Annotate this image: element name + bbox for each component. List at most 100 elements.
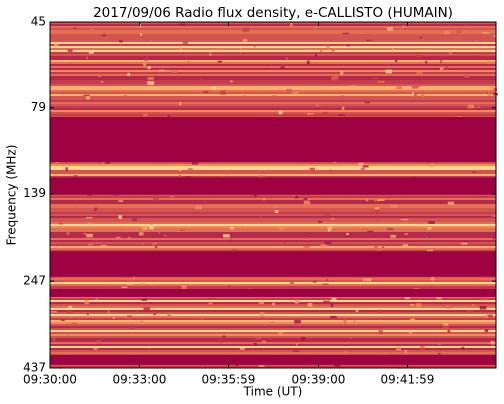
texture-row [50,204,496,206]
texture-speck [263,197,265,201]
texture-row [50,318,496,320]
texture-speck [374,198,379,202]
texture-row [50,320,496,322]
texture-speck [300,336,306,341]
texture-speck [259,312,265,316]
texture-speck [436,295,442,300]
texture-speck [464,74,470,78]
texture-speck [112,316,116,319]
texture-speck [456,29,462,34]
texture-row [50,64,496,66]
texture-row [50,364,496,366]
texture-row [50,330,496,332]
texture-row [50,166,496,168]
texture-row [50,106,496,108]
texture-speck [490,341,495,345]
texture-speck [341,106,345,110]
texture-speck [486,314,489,319]
texture-speck [365,278,372,282]
texture-speck [461,242,468,245]
x-tick-label: 09:30:00 [23,373,77,387]
texture-row [50,226,496,228]
texture-speck [126,315,133,319]
texture-row [50,224,496,226]
texture-row [50,82,496,84]
texture-speck [223,234,230,238]
texture-speck [139,24,141,28]
texture-row [50,276,496,278]
texture-speck [341,95,344,97]
texture-speck [54,43,59,48]
texture-speck [151,41,153,43]
texture-row [50,286,496,288]
texture-speck [294,301,298,303]
texture-row [50,34,496,36]
texture-speck [127,72,130,77]
texture-row [50,58,496,60]
texture-speck [378,330,383,335]
texture-speck [88,223,92,225]
texture-row [50,50,496,52]
texture-speck [221,176,225,178]
texture-row [50,80,496,82]
texture-speck [349,337,353,339]
texture-speck [67,333,70,337]
texture-speck [128,327,135,329]
saturated-band [50,177,496,195]
texture-row [50,348,496,350]
texture-speck [208,302,213,305]
texture-speck [365,198,369,202]
texture-row [50,336,496,338]
texture-speck [324,241,332,245]
texture-speck [242,226,244,229]
texture-row [50,76,496,78]
texture-row [50,332,496,334]
texture-speck [127,283,133,286]
texture-speck [93,207,98,212]
texture-speck [490,232,496,236]
texture-speck [179,23,186,26]
texture-speck [479,305,487,310]
texture-speck [340,233,344,237]
texture-speck [442,326,449,328]
texture-speck [115,236,121,239]
texture-speck [353,97,357,100]
chart-title: 2017/09/06 Radio flux density, e-CALLIST… [93,5,453,21]
texture-row [50,324,496,326]
texture-speck [85,217,93,219]
texture-speck [201,317,203,319]
texture-speck [101,33,107,37]
texture-speck [105,160,110,164]
texture-speck [230,226,234,230]
x-axis-label: Time (UT) [243,385,303,399]
texture-row [50,208,496,210]
texture-row [50,214,496,216]
texture-speck [385,69,392,74]
texture-speck [366,39,372,42]
texture-speck [241,36,248,40]
texture-speck [107,310,110,314]
texture-speck [360,318,362,320]
texture-row [50,194,496,196]
texture-speck [212,85,217,90]
texture-speck [415,303,422,308]
texture-speck [412,92,415,97]
texture-speck [314,53,317,57]
texture-speck [182,41,189,44]
texture-row [50,60,496,62]
texture-row [50,38,496,40]
texture-speck [253,194,257,197]
texture-row [50,278,496,280]
texture-speck [149,283,156,285]
texture-speck [493,34,496,37]
texture-speck [360,167,365,172]
texture-row [50,114,496,116]
texture-speck [447,201,455,205]
texture-row [50,66,496,68]
texture-speck [493,88,497,91]
texture-speck [475,47,478,49]
texture-speck [84,300,90,305]
texture-speck [349,85,356,87]
texture-speck [224,89,226,92]
texture-speck [243,95,246,99]
